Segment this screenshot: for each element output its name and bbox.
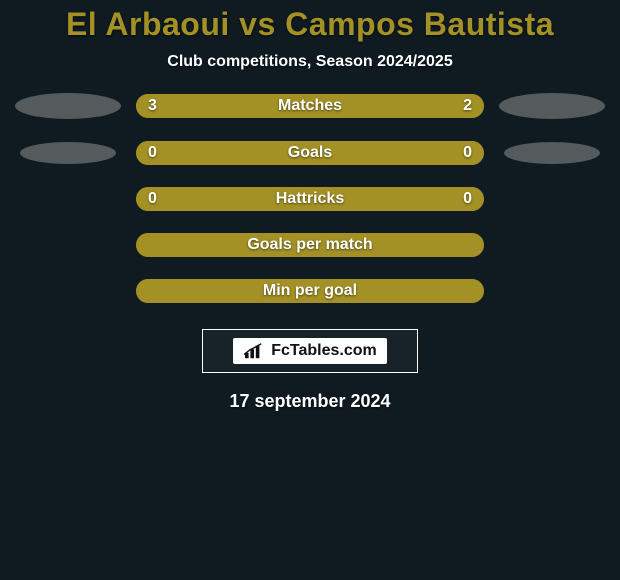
stat-bar: Min per goal [136,279,484,303]
stat-row: Goals per match [0,233,620,257]
ellipse-left-col [0,142,136,164]
date-text: 17 september 2024 [0,391,620,412]
stat-row: 32Matches [0,93,620,119]
stat-bar-fill [136,279,484,303]
player-ellipse-left [15,93,121,119]
stat-bar: 32Matches [136,94,484,118]
ellipse-right-col [484,142,620,164]
stat-value-right: 0 [463,187,472,211]
player-ellipse-left [20,142,116,164]
logo-text: FcTables.com [271,342,377,360]
stat-bar: Goals per match [136,233,484,257]
stat-row: 00Goals [0,141,620,165]
stat-value-left: 3 [148,94,157,118]
stat-value-left: 0 [148,141,157,165]
logo: FcTables.com [233,338,387,364]
stat-row: Min per goal [0,279,620,303]
ellipse-left-col [0,93,136,119]
comparison-infographic: El Arbaoui vs Campos Bautista Club compe… [0,0,620,580]
bar-chart-icon [243,342,265,360]
stat-row: 00Hattricks [0,187,620,211]
stat-bar-fill [136,141,484,165]
stat-rows: 32Matches00Goals00HattricksGoals per mat… [0,93,620,303]
stat-bar-fill [136,233,484,257]
stat-bar-fill [136,94,484,118]
player-ellipse-right [499,93,605,119]
logo-box: FcTables.com [202,329,418,373]
stat-bar-fill [136,187,484,211]
stat-value-left: 0 [148,187,157,211]
player-ellipse-right [504,142,600,164]
page-subtitle: Club competitions, Season 2024/2025 [0,53,620,71]
stat-value-right: 2 [463,94,472,118]
page-title: El Arbaoui vs Campos Bautista [0,6,620,43]
stat-bar: 00Goals [136,141,484,165]
stat-bar: 00Hattricks [136,187,484,211]
ellipse-right-col [484,93,620,119]
stat-value-right: 0 [463,141,472,165]
